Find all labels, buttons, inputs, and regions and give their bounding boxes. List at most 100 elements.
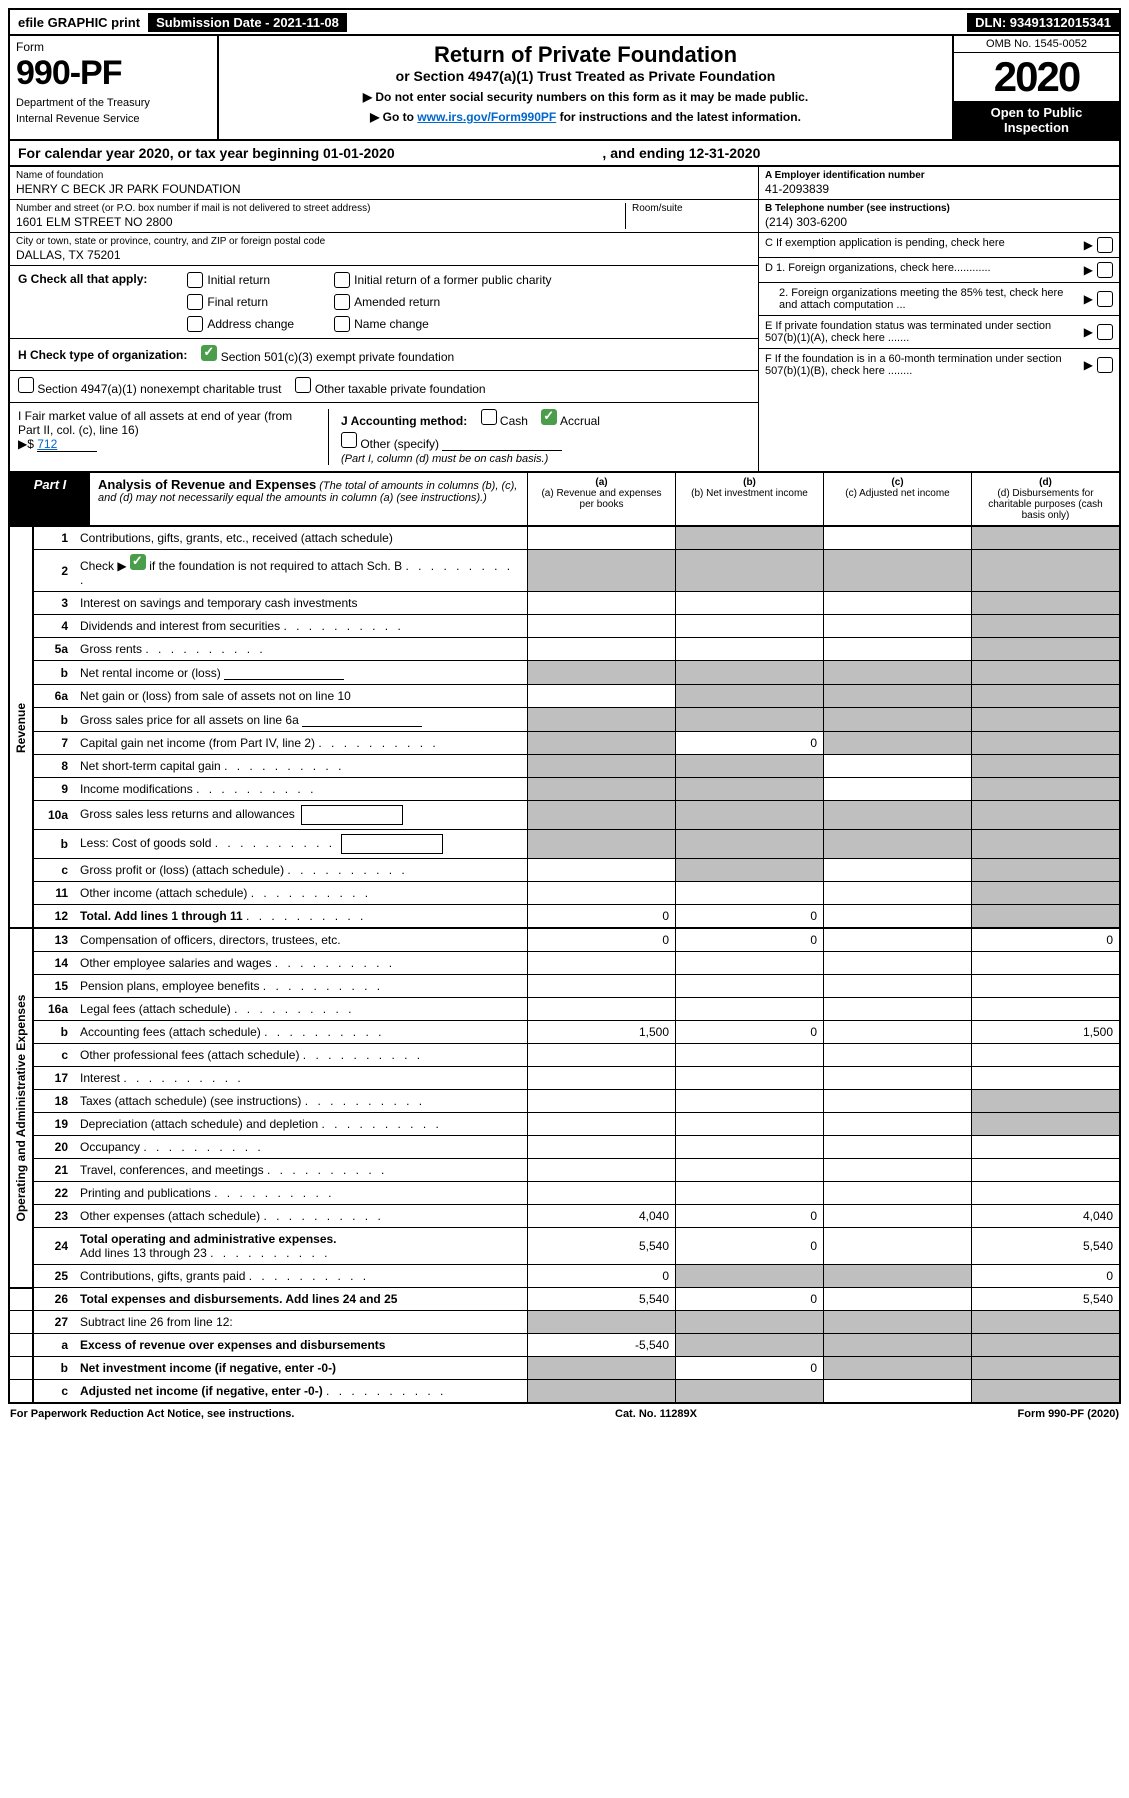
footer-mid: Cat. No. 11289X [615, 1408, 697, 1420]
h-501c3[interactable]: Section 501(c)(3) exempt private foundat… [201, 345, 454, 364]
part1-header: Part I Analysis of Revenue and Expenses … [8, 473, 1121, 527]
city-label: City or town, state or province, country… [16, 236, 752, 247]
f-checkbox[interactable] [1097, 357, 1113, 373]
dln: DLN: 93491312015341 [967, 13, 1119, 32]
line-16c: Other professional fees (attach schedule… [74, 1044, 528, 1067]
d1: D 1. Foreign organizations, check here..… [765, 262, 991, 278]
irs-link[interactable]: www.irs.gov/Form990PF [417, 110, 556, 124]
l16b-d: 1,500 [972, 1021, 1121, 1044]
top-bar: efile GRAPHIC print Submission Date - 20… [8, 8, 1121, 36]
l23-b: 0 [676, 1205, 824, 1228]
line-16a: Legal fees (attach schedule) [74, 998, 528, 1021]
line-27: Subtract line 26 from line 12: [74, 1311, 528, 1334]
name-label: Name of foundation [16, 170, 752, 181]
i-label: I Fair market value of all assets at end… [18, 409, 292, 437]
line-17: Interest [74, 1067, 528, 1090]
g-final[interactable]: Final return [187, 294, 294, 310]
info-grid: Name of foundation HENRY C BECK JR PARK … [8, 167, 1121, 473]
h-label: H Check type of organization: [18, 348, 187, 362]
footer-left: For Paperwork Reduction Act Notice, see … [10, 1408, 294, 1420]
l16b-b: 0 [676, 1021, 824, 1044]
line-5b: Net rental income or (loss) [74, 661, 528, 685]
line-11: Other income (attach schedule) [74, 882, 528, 905]
address-val: 1601 ELM STREET NO 2800 [16, 215, 625, 229]
g-amended[interactable]: Amended return [334, 294, 551, 310]
line-2: Check ▶ if the foundation is not require… [74, 550, 528, 592]
side-expenses: Operating and Administrative Expenses [9, 928, 33, 1288]
j-note: (Part I, column (d) must be on cash basi… [341, 453, 750, 465]
part1-title: Analysis of Revenue and Expenses [98, 477, 316, 492]
i-fmv-value: 712 [37, 437, 97, 452]
l23-d: 4,040 [972, 1205, 1121, 1228]
tax-year: 2020 [954, 53, 1119, 101]
l24-b: 0 [676, 1228, 824, 1265]
ein-val: 41-2093839 [765, 182, 1113, 196]
phone-label: B Telephone number (see instructions) [765, 203, 950, 214]
l12-a: 0 [528, 905, 676, 929]
l2-checkbox[interactable] [130, 554, 146, 570]
e-terminated: E If private foundation status was termi… [765, 320, 1076, 344]
l24-a: 5,540 [528, 1228, 676, 1265]
g-name-change[interactable]: Name change [334, 316, 551, 332]
g-initial-former[interactable]: Initial return of a former public charit… [334, 272, 551, 288]
footer-right: Form 990-PF (2020) [1018, 1408, 1120, 1420]
line-24: Total operating and administrative expen… [74, 1228, 528, 1265]
part1-tab: Part I [10, 473, 90, 525]
line-22: Printing and publications [74, 1182, 528, 1205]
l24-d: 5,540 [972, 1228, 1121, 1265]
c-pending: C If exemption application is pending, c… [765, 237, 1005, 253]
form-subtitle: or Section 4947(a)(1) Trust Treated as P… [239, 68, 932, 84]
line-27a: Excess of revenue over expenses and disb… [74, 1334, 528, 1357]
j-other[interactable]: Other (specify) [341, 437, 439, 451]
phone-val: (214) 303-6200 [765, 215, 1113, 229]
line-25: Contributions, gifts, grants paid [74, 1265, 528, 1288]
j-label: J Accounting method: [341, 414, 467, 428]
line-20: Occupancy [74, 1136, 528, 1159]
line-1: Contributions, gifts, grants, etc., rece… [74, 527, 528, 550]
line-12: Total. Add lines 1 through 11 [74, 905, 528, 929]
g-address[interactable]: Address change [187, 316, 294, 332]
footer: For Paperwork Reduction Act Notice, see … [8, 1404, 1121, 1424]
line-9: Income modifications [74, 778, 528, 801]
d2-checkbox[interactable] [1097, 291, 1113, 307]
open-public: Open to Public Inspection [954, 101, 1119, 139]
h-4947[interactable]: Section 4947(a)(1) nonexempt charitable … [18, 377, 281, 396]
l25-a: 0 [528, 1265, 676, 1288]
col-d-head: (d) (d) Disbursements for charitable pur… [972, 473, 1119, 525]
j-accrual[interactable]: Accrual [541, 414, 600, 428]
line-19: Depreciation (attach schedule) and deple… [74, 1113, 528, 1136]
instr-1: ▶ Do not enter social security numbers o… [239, 90, 932, 104]
line-4: Dividends and interest from securities [74, 615, 528, 638]
foundation-name: HENRY C BECK JR PARK FOUNDATION [16, 182, 752, 196]
l27b-b: 0 [676, 1357, 824, 1380]
c-checkbox[interactable] [1097, 237, 1113, 253]
line-16b: Accounting fees (attach schedule) [74, 1021, 528, 1044]
calendar-year-row: For calendar year 2020, or tax year begi… [8, 141, 1121, 167]
l25-d: 0 [972, 1265, 1121, 1288]
room-label: Room/suite [632, 203, 752, 214]
line-15: Pension plans, employee benefits [74, 975, 528, 998]
col-a-head: (a) (a) Revenue and expenses per books [528, 473, 676, 525]
line-14: Other employee salaries and wages [74, 952, 528, 975]
form-title: Return of Private Foundation [239, 42, 932, 68]
dept-irs: Internal Revenue Service [16, 113, 211, 125]
form-header: Form 990-PF Department of the Treasury I… [8, 36, 1121, 141]
line-6a: Net gain or (loss) from sale of assets n… [74, 685, 528, 708]
d1-checkbox[interactable] [1097, 262, 1113, 278]
l23-a: 4,040 [528, 1205, 676, 1228]
col-c-head: (c) (c) Adjusted net income [824, 473, 972, 525]
submission-date: Submission Date - 2021-11-08 [148, 13, 347, 32]
e-checkbox[interactable] [1097, 324, 1113, 340]
line-3: Interest on savings and temporary cash i… [74, 592, 528, 615]
l13-d: 0 [972, 928, 1121, 952]
g-initial[interactable]: Initial return [187, 272, 294, 288]
h-other-tax[interactable]: Other taxable private foundation [295, 377, 485, 396]
form-label: Form [16, 40, 211, 54]
main-table: Revenue 1Contributions, gifts, grants, e… [8, 527, 1121, 1404]
l13-b: 0 [676, 928, 824, 952]
j-cash[interactable]: Cash [481, 414, 528, 428]
l13-a: 0 [528, 928, 676, 952]
line-13: Compensation of officers, directors, tru… [74, 928, 528, 952]
line-21: Travel, conferences, and meetings [74, 1159, 528, 1182]
line-26: Total expenses and disbursements. Add li… [74, 1288, 528, 1311]
